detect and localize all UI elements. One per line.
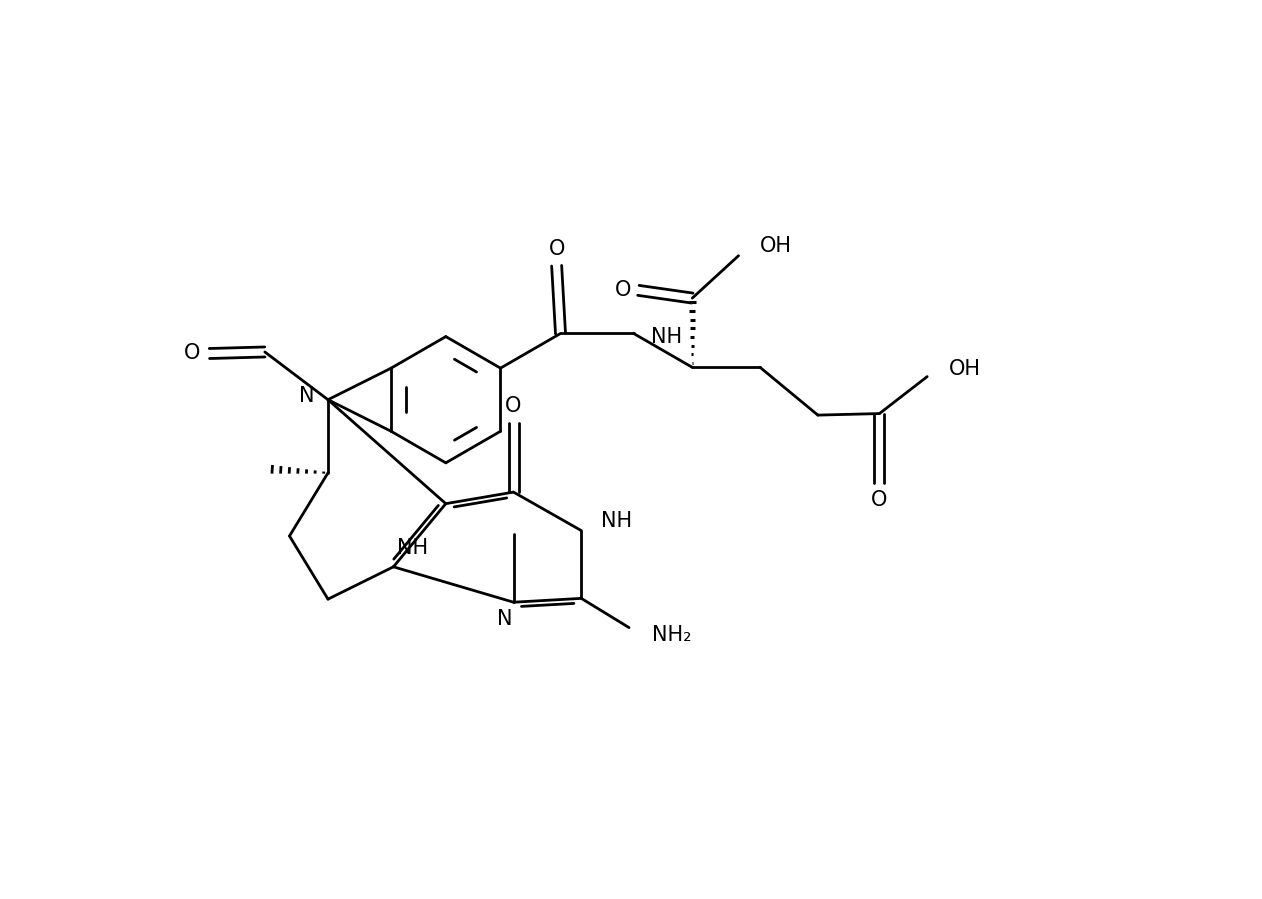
Text: NH: NH	[651, 327, 681, 347]
Text: OH: OH	[949, 359, 981, 378]
Text: NH: NH	[601, 512, 632, 531]
Text: O: O	[615, 280, 631, 299]
Text: NH: NH	[398, 538, 428, 557]
Text: O: O	[549, 239, 565, 259]
Text: NH₂: NH₂	[652, 626, 692, 645]
Text: N: N	[496, 610, 512, 629]
Text: O: O	[871, 490, 887, 510]
Text: O: O	[184, 343, 201, 362]
Text: N: N	[299, 386, 314, 405]
Text: OH: OH	[760, 236, 793, 256]
Text: O: O	[505, 396, 521, 416]
